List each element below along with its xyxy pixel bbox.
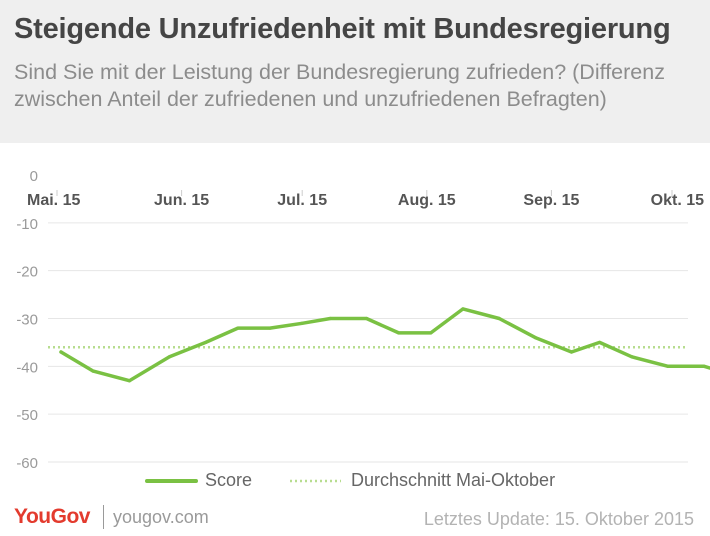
score-point [533, 336, 537, 340]
y-tick-label: -30 [16, 312, 38, 329]
y-tick-label: -50 [16, 407, 38, 424]
score-point [59, 350, 63, 354]
x-tick-label: Okt. 15 [651, 192, 704, 209]
score-point [300, 321, 304, 325]
y-tick-label: 0 [30, 168, 38, 185]
legend-label-average: Durchschnitt Mai-Oktober [351, 470, 556, 490]
gridlines [48, 222, 688, 463]
score-point [236, 326, 240, 330]
chart-title: Steigende Unzufriedenheit mit Bundesregi… [14, 13, 671, 45]
legend-label-score: Score [205, 470, 253, 490]
y-tick-label: -60 [16, 455, 38, 472]
score-point [630, 355, 634, 359]
score-point [91, 369, 95, 373]
x-tick-label: Sep. 15 [523, 192, 579, 209]
y-tick-label: -40 [16, 359, 38, 376]
y-tick-label: -10 [16, 216, 38, 233]
score-point [364, 316, 369, 321]
chart-subtitle: Sind Sie mit der Leistung der Bundesregi… [14, 60, 665, 111]
footer-site-link[interactable]: yougov.com [113, 507, 209, 527]
last-update-text: Letztes Update: 15. Oktober 2015 [423, 509, 694, 529]
yougov-logo: YouGov [14, 505, 90, 528]
score-point [127, 379, 131, 383]
score-point [461, 307, 465, 311]
score-point [204, 340, 208, 345]
score-point [702, 364, 706, 368]
score-point [569, 350, 574, 354]
score-line [59, 307, 710, 383]
y-tick-label: -20 [16, 264, 38, 281]
x-tick-label: Aug. 15 [398, 192, 456, 209]
score-point [167, 355, 172, 359]
score-point [497, 316, 501, 321]
chart-header: Steigende Unzufriedenheit mit Bundesregi… [0, 0, 710, 143]
score-point [397, 331, 401, 335]
score-point [429, 331, 433, 335]
footer-divider [103, 505, 104, 529]
score-point [666, 364, 670, 368]
score-point [598, 340, 602, 345]
y-axis: 0 -10 -20 -30 -40 -50 -60 [16, 168, 38, 472]
x-tick-label: Jun. 15 [154, 192, 209, 209]
series-layer: -48 [48, 307, 710, 383]
score-point [328, 316, 332, 321]
x-tick-label: Jul. 15 [277, 192, 327, 209]
x-tick-label: Mai. 15 [27, 192, 80, 209]
score-point [268, 326, 272, 330]
x-axis: Mai. 15 Jun. 15 Jul. 15 Aug. 15 Sep. 15 Okt. … [27, 190, 704, 209]
